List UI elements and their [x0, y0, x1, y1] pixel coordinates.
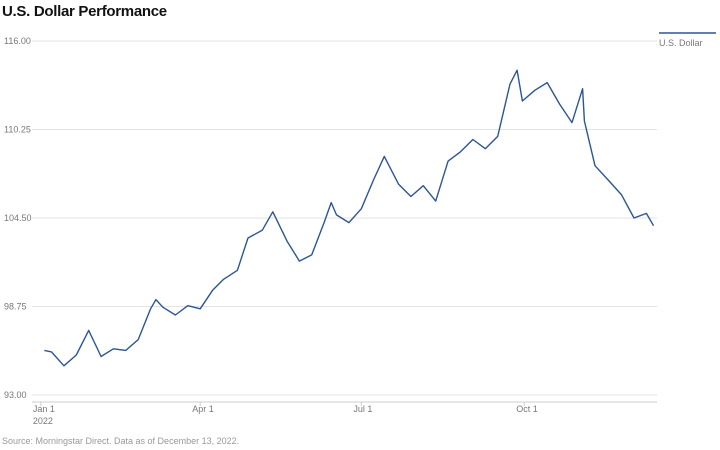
- y-tick-label: 116.00: [4, 36, 31, 46]
- x-tick-label: Apr 1: [192, 404, 214, 414]
- series-line: [44, 69, 655, 367]
- x-tick-label: Oct 1: [516, 404, 538, 414]
- x-tick-label: Jul 1: [353, 404, 373, 414]
- source-note: Source: Morningstar Direct. Data as of D…: [2, 436, 240, 446]
- chart-title: U.S. Dollar Performance: [2, 3, 167, 20]
- x-tick-label: Jan 1 2022: [32, 404, 55, 426]
- y-tick-label: 93.00: [4, 390, 27, 400]
- y-tick-label: 104.50: [4, 213, 32, 223]
- y-tick-label: 98.75: [4, 302, 27, 312]
- legend-label: U.S. Dollar: [659, 38, 703, 48]
- y-tick-label: 110.25: [4, 125, 31, 135]
